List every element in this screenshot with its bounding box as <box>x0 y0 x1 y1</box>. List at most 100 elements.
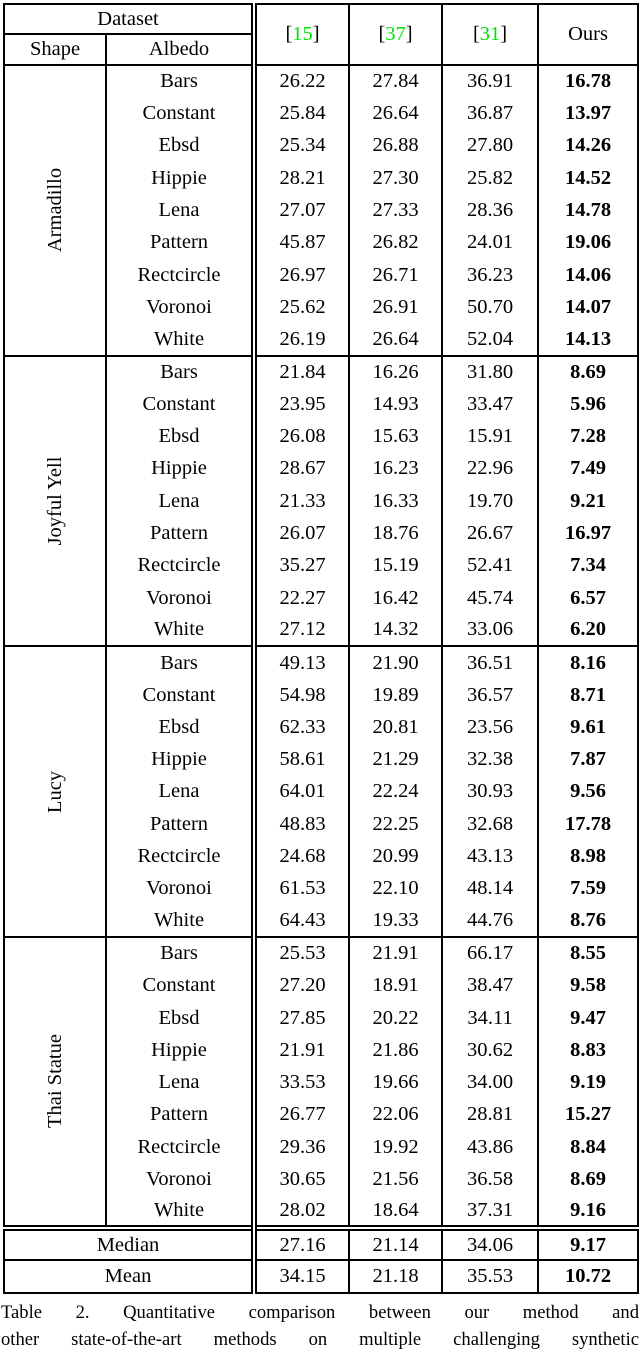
method-value: 23.56 <box>441 710 539 744</box>
table-row: Thai Statue Bars 25.53 21.91 66.17 8.55 <box>4 937 639 1128</box>
ours-value: 6.57 <box>537 581 639 615</box>
albedo-label: Pattern <box>104 226 255 259</box>
method-value: 26.22 <box>251 65 350 98</box>
method-value: 27.12 <box>251 614 350 647</box>
method-header-ref-37: [37] <box>348 4 443 65</box>
method-value: 43.86 <box>441 1130 539 1164</box>
method-value: 19.92 <box>348 1130 443 1164</box>
caption-line-1: Table 2. Quantitative comparison between… <box>1 1301 639 1323</box>
method-value: 21.84 <box>251 355 350 388</box>
method-value: 15.63 <box>348 420 443 453</box>
method-value: 66.17 <box>441 937 539 970</box>
table-row: Rectcircle 26.97 26.71 36.23 14.06 <box>4 258 639 292</box>
summary-label-median: Median <box>96 1233 160 1256</box>
method-value: 15.19 <box>348 549 443 582</box>
albedo-label: Ebsd <box>104 129 255 162</box>
method-value: 26.91 <box>348 291 443 324</box>
method-value: 19.66 <box>348 1066 443 1099</box>
albedo-label: Pattern <box>104 807 255 841</box>
table-row: Lena 27.07 27.33 28.36 14.78 <box>4 194 639 227</box>
method-value: 28.36 <box>441 194 539 227</box>
albedo-column-header: Albedo <box>104 34 255 65</box>
ours-value: 7.28 <box>537 420 639 453</box>
ours-value: 7.59 <box>537 872 639 905</box>
method-value: 14.32 <box>348 614 443 647</box>
method-value: 33.06 <box>441 614 539 647</box>
method-value: 21.18 <box>348 1260 443 1293</box>
albedo-label: Constant <box>104 97 255 130</box>
method-value: 28.67 <box>251 452 350 485</box>
table-row: Constant 23.95 14.93 33.47 5.96 <box>4 387 639 421</box>
method-value: 34.15 <box>251 1260 350 1293</box>
method-value: 32.68 <box>441 807 539 841</box>
method-value: 24.68 <box>251 840 350 873</box>
bracket-open: [ <box>378 23 386 46</box>
albedo-label: Lena <box>104 484 255 518</box>
ours-value: 8.83 <box>537 1033 639 1067</box>
method-value: 19.89 <box>348 678 443 711</box>
albedo-label: Lena <box>104 775 255 808</box>
method-value: 26.88 <box>348 129 443 162</box>
albedo-label: Hippie <box>104 1033 255 1067</box>
method-value: 45.74 <box>441 581 539 615</box>
ours-value: 9.21 <box>537 484 639 518</box>
ours-value: 16.97 <box>537 517 639 550</box>
method-value: 22.25 <box>348 807 443 841</box>
method-value: 33.47 <box>441 387 539 421</box>
albedo-label: Rectcircle <box>104 549 255 582</box>
section-lucy: Lucy Bars 49.13 21.90 36.51 8.16 Constant 54.98… <box>4 646 639 938</box>
method-value: 22.96 <box>441 452 539 485</box>
ours-value: 9.58 <box>537 969 639 1002</box>
summary-section: Median 27.16 21.14 34.06 9.17 Mean 34.15… <box>4 1227 639 1293</box>
table-row: Hippie 28.67 16.23 22.96 7.49 <box>4 452 639 485</box>
method-value: 20.22 <box>348 1001 443 1034</box>
table-row: Pattern 26.77 22.06 28.81 15.27 <box>4 1098 639 1131</box>
table-row: Pattern 48.83 22.25 32.68 17.78 <box>4 807 639 841</box>
method-value: 26.82 <box>348 226 443 259</box>
method-value: 20.99 <box>348 840 443 873</box>
ours-value: 7.34 <box>537 549 639 582</box>
section-thai-statue: Thai Statue Bars 25.53 21.91 66.17 8.55 Consta… <box>4 937 639 1228</box>
table-row: Pattern 26.07 18.76 26.67 16.97 <box>4 517 639 550</box>
method-value: 26.71 <box>348 258 443 292</box>
method-value: 16.42 <box>348 581 443 615</box>
albedo-label: Hippie <box>104 452 255 485</box>
method-value: 27.85 <box>251 1001 350 1034</box>
method-value: 22.10 <box>348 872 443 905</box>
method-value: 25.84 <box>251 97 350 130</box>
method-value: 24.01 <box>441 226 539 259</box>
table-row: Voronoi 30.65 21.56 36.58 8.69 <box>4 1163 639 1196</box>
table-row: Voronoi 22.27 16.42 45.74 6.57 <box>4 581 639 615</box>
method-value: 19.70 <box>441 484 539 518</box>
albedo-label: Voronoi <box>104 1163 255 1196</box>
ours-value: 8.69 <box>537 1163 639 1196</box>
method-value: 58.61 <box>251 743 350 776</box>
shape-label: Thai Statue <box>43 1034 66 1129</box>
method-value: 34.06 <box>441 1227 539 1261</box>
table-row: Voronoi 61.53 22.10 48.14 7.59 <box>4 872 639 905</box>
method-value: 34.11 <box>441 1001 539 1034</box>
method-value: 18.64 <box>348 1195 443 1228</box>
shape-label: Joyful Yell <box>43 456 66 546</box>
bracket-close: ] <box>312 23 320 46</box>
ours-value: 8.16 <box>537 646 639 679</box>
ours-value: 7.87 <box>537 743 639 776</box>
table-row: Lena 21.33 16.33 19.70 9.21 <box>4 484 639 518</box>
method-value: 22.27 <box>251 581 350 615</box>
method-value: 48.14 <box>441 872 539 905</box>
method-value: 36.58 <box>441 1163 539 1196</box>
method-value: 61.53 <box>251 872 350 905</box>
method-value: 54.98 <box>251 678 350 711</box>
ours-value: 13.97 <box>537 97 639 130</box>
ours-value: 17.78 <box>537 807 639 841</box>
table-row: White 27.12 14.32 33.06 6.20 <box>4 614 639 647</box>
albedo-label: Constant <box>104 387 255 421</box>
albedo-label: Hippie <box>104 161 255 195</box>
table-row: Constant 25.84 26.64 36.87 13.97 <box>4 97 639 130</box>
method-value: 16.26 <box>348 355 443 388</box>
ours-value: 9.47 <box>537 1001 639 1034</box>
method-value: 36.51 <box>441 646 539 679</box>
method-value: 35.53 <box>441 1260 539 1293</box>
albedo-label: Pattern <box>104 1098 255 1131</box>
ours-value: 9.56 <box>537 775 639 808</box>
